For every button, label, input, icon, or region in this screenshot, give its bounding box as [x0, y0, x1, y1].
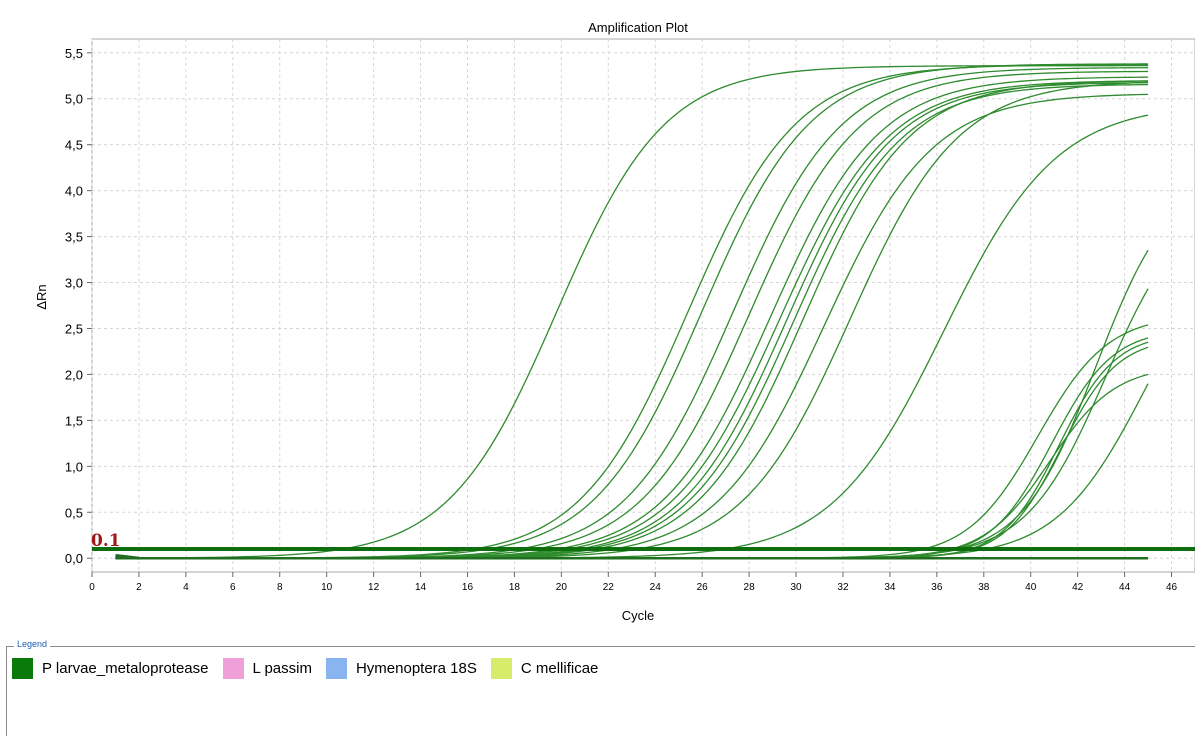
legend-item-p-larvae[interactable]: P larvae_metaloprotease: [12, 658, 209, 679]
legend-item-hymenoptera-18s[interactable]: Hymenoptera 18S: [325, 658, 477, 679]
x-tick-label: 26: [697, 582, 709, 593]
legend-item-c-mellificae[interactable]: C mellificae: [490, 658, 599, 679]
x-tick-label: 6: [230, 582, 236, 593]
legend-label: C mellificae: [520, 660, 599, 677]
x-tick-label: 8: [277, 582, 283, 593]
threshold-label: 0.1: [91, 531, 121, 551]
y-tick-label: 3,5: [65, 230, 83, 245]
amplification-curve[interactable]: [115, 65, 1149, 559]
x-tick-label: 18: [509, 582, 521, 593]
legend-caption: Legend: [14, 639, 51, 649]
x-tick-label: 24: [650, 582, 662, 593]
y-tick-label: 5,0: [65, 92, 83, 107]
y-tick-label: 1,5: [65, 413, 83, 428]
y-tick-label: 5,5: [65, 46, 83, 61]
y-tick-label: 4,5: [65, 138, 83, 153]
grid: [91, 38, 1195, 573]
threshold-line[interactable]: 0.1: [91, 531, 1195, 552]
chart-title: Amplification Plot: [588, 20, 688, 35]
x-tick-label: 40: [1025, 582, 1037, 593]
x-tick-label: 20: [556, 582, 568, 593]
x-tick-label: 0: [89, 582, 95, 593]
x-tick-label: 4: [183, 582, 189, 593]
y-tick-label: 2,0: [65, 367, 83, 382]
amplification-plot: Amplification Plot 0 2 4 6 8 10 12 14 16 18 20 22 24…: [34, 20, 1195, 623]
y-tick-label: 0,5: [65, 505, 83, 520]
x-tick-label: 32: [837, 582, 849, 593]
x-tick-label: 22: [603, 582, 615, 593]
x-tick-label: 2: [136, 582, 142, 593]
axes: 0 2 4 6 8 10 12 14 16 18 20 22 24 26 28 30 32 34 36 38 40 42 4…: [65, 46, 1178, 593]
x-axis-label: Cycle: [622, 608, 655, 623]
x-tick-label: 30: [790, 582, 802, 593]
y-tick-label: 3,0: [65, 276, 83, 291]
y-axis-label: ΔRn: [34, 284, 49, 309]
y-tick-label: 0,0: [65, 551, 83, 566]
legend-panel: [6, 646, 1195, 736]
legend-swatch: [222, 658, 244, 679]
legend-swatch: [12, 658, 33, 679]
legend-items: P larvae_metaloprotease L passim Hymenop…: [12, 658, 612, 679]
x-tick-label: 28: [744, 582, 756, 593]
legend-label: Hymenoptera 18S: [355, 660, 477, 677]
legend-item-l-passim[interactable]: L passim: [222, 658, 312, 679]
legend-swatch: [325, 658, 347, 679]
y-tick-label: 4,0: [65, 184, 83, 199]
legend-label: P larvae_metaloprotease: [42, 660, 209, 677]
plot-area: [91, 38, 1195, 573]
y-tick-label: 1,0: [65, 459, 83, 474]
x-tick-label: 38: [978, 582, 990, 593]
x-tick-label: 34: [884, 582, 896, 593]
x-tick-label: 16: [462, 582, 474, 593]
baseline-start-mark: [115, 553, 140, 560]
x-tick-label: 42: [1072, 582, 1084, 593]
legend-swatch: [490, 658, 512, 679]
x-tick-label: 36: [931, 582, 943, 593]
y-tick-label: 2,5: [65, 321, 83, 336]
x-tick-label: 14: [415, 582, 427, 593]
x-tick-label: 10: [321, 582, 333, 593]
legend-label: L passim: [252, 660, 312, 677]
x-tick-label: 12: [368, 582, 380, 593]
x-tick-label: 46: [1166, 582, 1178, 593]
x-tick-label: 44: [1119, 582, 1131, 593]
